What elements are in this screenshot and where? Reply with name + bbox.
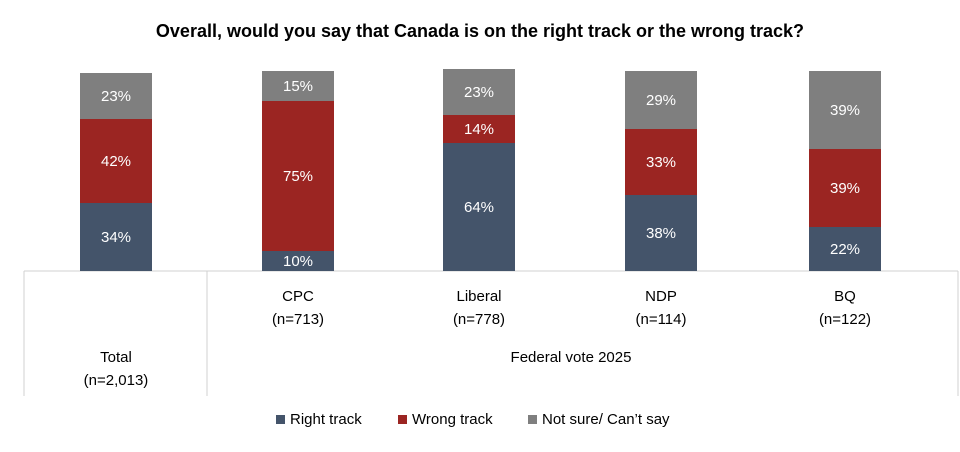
data-label: 39% bbox=[830, 102, 860, 119]
x-tick-label: CPC bbox=[282, 288, 314, 305]
bar-segment bbox=[262, 251, 334, 271]
data-label: 38% bbox=[646, 225, 676, 242]
x-tick-label: Liberal bbox=[456, 288, 501, 305]
data-label: 42% bbox=[101, 153, 131, 170]
bar-segment bbox=[443, 69, 515, 115]
legend-label: Right track bbox=[290, 411, 362, 428]
bar-segment bbox=[262, 71, 334, 101]
legend-swatch bbox=[528, 415, 537, 424]
sample-size: (n=122) bbox=[819, 311, 871, 328]
x-tick-label: BQ bbox=[834, 288, 856, 305]
data-label: 22% bbox=[830, 241, 860, 258]
bar-segment bbox=[625, 129, 697, 195]
bar-segment bbox=[443, 115, 515, 143]
data-label: 23% bbox=[464, 84, 494, 101]
sample-size: (n=713) bbox=[272, 311, 324, 328]
x-tick-label: Total bbox=[100, 349, 132, 366]
data-label: 14% bbox=[464, 121, 494, 138]
bar-segment bbox=[262, 101, 334, 251]
legend-label: Not sure/ Can’t say bbox=[542, 411, 670, 428]
data-label: 29% bbox=[646, 92, 676, 109]
bar-segment bbox=[80, 73, 152, 119]
sample-size: (n=778) bbox=[453, 311, 505, 328]
data-label: 10% bbox=[283, 253, 313, 270]
data-label: 39% bbox=[830, 180, 860, 197]
bar-segment bbox=[809, 149, 881, 227]
group-label: Federal vote 2025 bbox=[511, 349, 632, 366]
bar-segment bbox=[80, 119, 152, 203]
data-label: 34% bbox=[101, 229, 131, 246]
legend-swatch bbox=[276, 415, 285, 424]
bar-segment bbox=[809, 227, 881, 271]
data-label: 15% bbox=[283, 78, 313, 95]
bar-segment bbox=[809, 71, 881, 149]
legend-swatch bbox=[398, 415, 407, 424]
data-label: 33% bbox=[646, 154, 676, 171]
legend-label: Wrong track bbox=[412, 411, 493, 428]
sample-size: (n=2,013) bbox=[84, 372, 149, 389]
x-tick-label: NDP bbox=[645, 288, 677, 305]
bar-segment bbox=[80, 203, 152, 271]
bar-segment bbox=[443, 143, 515, 271]
bar-segment bbox=[625, 71, 697, 129]
sample-size: (n=114) bbox=[635, 311, 686, 328]
data-label: 23% bbox=[101, 88, 131, 105]
data-label: 75% bbox=[283, 168, 313, 185]
bar-segment bbox=[625, 195, 697, 271]
data-label: 64% bbox=[464, 199, 494, 216]
chart-title: Overall, would you say that Canada is on… bbox=[156, 21, 804, 41]
